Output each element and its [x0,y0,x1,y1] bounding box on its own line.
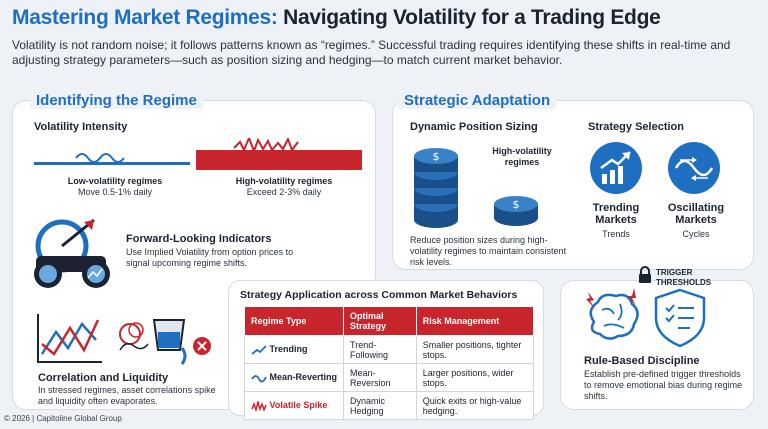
short-coin-stack: $ [494,196,538,226]
correlation-liquidity-title: Correlation and Liquidity [38,372,169,384]
table-row: Trending Trend-Following Smaller positio… [243,335,535,364]
col-header-regime: Regime Type [243,306,345,336]
col-header-risk: Risk Management [415,306,535,336]
rule-based-desc: Establish pre-defined trigger thresholds… [584,369,743,401]
regime-label: Mean-Reverting [269,372,338,383]
strategy-selection-title: Strategy Selection [588,121,684,133]
risk-cell: Larger positions, wider stops. [415,363,535,392]
spike-icon [251,398,267,413]
mean-revert-wave-icon [251,374,267,383]
strategy-cell: Dynamic Hedging [343,391,417,420]
regime-cell: Volatile Spike [243,391,345,420]
adapt-section-title: Strategic Adaptation [398,92,557,109]
low-vol-title: Low-volatility regimes [67,176,163,186]
low-vol-bar [34,162,190,165]
strategy-cell: Trend-Following [343,335,417,364]
coin-stacks-icon: $ $ [414,148,538,228]
high-vol-bar [196,150,362,170]
strategy-table-title: Strategy Application across Common Marke… [240,289,518,301]
oscillating-markets-title: Oscillating Markets [667,202,725,226]
forward-indicators-title: Forward-Looking Indicators [126,233,272,245]
forward-indicators-desc: Use Implied Volatility from option price… [126,247,294,268]
svg-text:$: $ [513,198,520,211]
high-vol-wave [233,138,299,154]
high-vol-sizing-label: High-volatility regimes [492,146,552,167]
correlation-liquidity-icons [37,314,211,365]
strategy-cell: Mean-Reversion [343,363,417,392]
trigger-thresholds-label: TRIGGER THRESHOLDS [656,268,712,287]
regime-label: Volatile Spike [269,400,328,411]
tangle-icon [119,322,149,351]
position-sizing-desc: Reduce position sizes during high-volati… [410,235,567,267]
volatility-bars [34,138,362,170]
title-part-1: Mastering Market Regimes: [12,6,278,29]
title-part-2: Navigating Volatility for a Trading Edge [283,6,661,29]
low-vol-wave [75,153,125,163]
table-row: Mean-Reverting Mean-Reversion Larger pos… [243,363,535,392]
correlation-liquidity-desc: In stressed regimes, asset correlations … [38,385,216,406]
identify-section-title: Identifying the Regime [30,92,203,109]
table-row: Volatile Spike Dynamic Hedging Quick exi… [243,391,535,420]
trend-arrow-icon [251,345,267,355]
correlation-chart-icon [37,314,102,363]
binoculars-icon [34,218,110,288]
regime-label: Trending [269,344,308,355]
low-vol-desc: Move 0.5-1% daily [77,187,153,197]
oscillating-markets-sub: Cycles [682,229,710,239]
col-header-strategy: Optimal Strategy [343,306,417,336]
trending-markets-title: Trending Markets [592,202,640,226]
brain-icon [586,288,639,340]
regime-cell: Mean-Reverting [243,363,345,392]
intro-text: Volatility is not random noise; it follo… [12,38,731,67]
high-vol-title: High-volatility regimes [235,176,333,186]
tall-coin-stack: $ [414,148,458,228]
risk-cell: Smaller positions, tighter stops. [415,335,535,364]
position-sizing-title: Dynamic Position Sizing [410,121,538,133]
page-title: Mastering Market Regimes: Navigating Vol… [12,6,661,30]
trending-chart-icon [590,142,642,194]
volatility-intensity-title: Volatility Intensity [34,121,128,133]
lock-icon [639,266,651,283]
svg-text:$: $ [433,150,440,163]
discipline-icons [586,288,706,348]
strategy-table: Regime Type Optimal Strategy Risk Manage… [243,306,535,420]
risk-cell: Quick exits or high-value hedging. [415,391,535,420]
oscillating-cycle-icon [668,142,720,194]
table-header-row: Regime Type Optimal Strategy Risk Manage… [243,306,535,336]
draining-bucket-icon [152,319,211,365]
high-vol-desc: Exceed 2-3% daily [246,187,322,197]
shield-checklist-icon [654,288,706,348]
rule-based-title: Rule-Based Discipline [584,355,700,367]
footer-copyright: © 2026 | Capitoline Global Group [4,414,122,423]
regime-cell: Trending [243,335,345,364]
trending-markets-sub: Trends [602,229,630,239]
